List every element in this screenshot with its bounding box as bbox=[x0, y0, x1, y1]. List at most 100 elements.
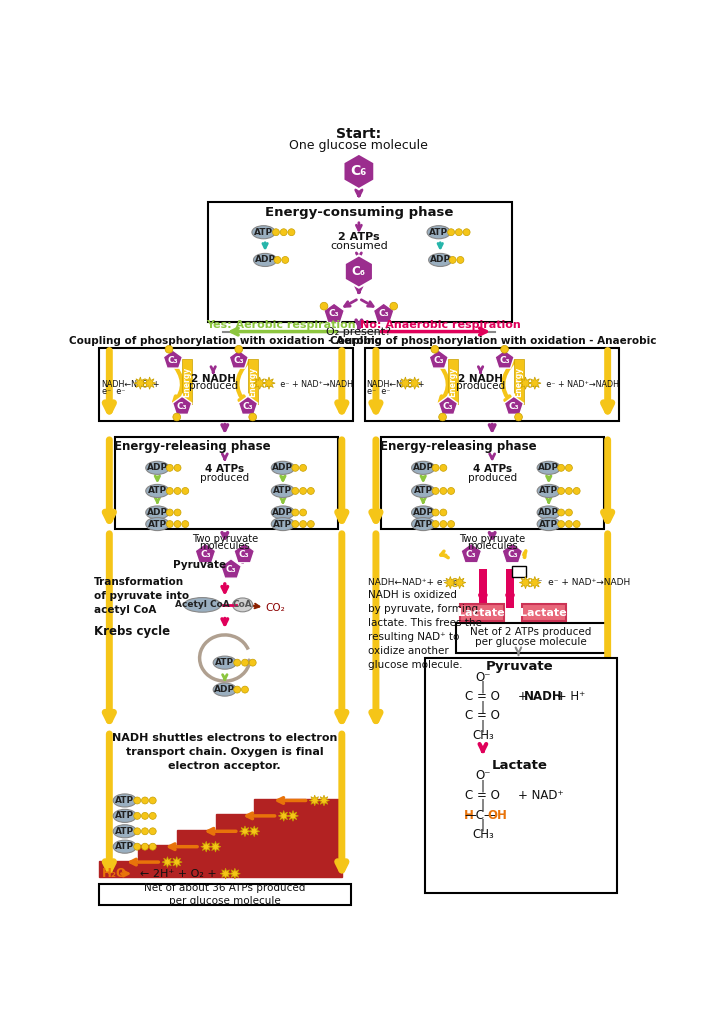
Text: Energy: Energy bbox=[449, 367, 458, 396]
Text: C₃: C₃ bbox=[329, 309, 339, 318]
Ellipse shape bbox=[254, 253, 277, 266]
Ellipse shape bbox=[537, 506, 560, 519]
Text: molecules: molecules bbox=[467, 542, 517, 551]
Circle shape bbox=[165, 345, 173, 353]
Ellipse shape bbox=[184, 598, 221, 612]
Circle shape bbox=[440, 464, 447, 471]
Polygon shape bbox=[200, 842, 212, 852]
Circle shape bbox=[573, 520, 580, 527]
Text: 4 ATPs: 4 ATPs bbox=[205, 464, 245, 474]
Circle shape bbox=[233, 686, 240, 693]
Text: Net of 2 ATPs produced: Net of 2 ATPs produced bbox=[470, 627, 592, 637]
Polygon shape bbox=[229, 868, 240, 879]
Polygon shape bbox=[220, 868, 231, 879]
Circle shape bbox=[134, 843, 141, 850]
Text: C₃: C₃ bbox=[379, 309, 389, 318]
Circle shape bbox=[515, 413, 522, 421]
Bar bbox=[522, 604, 566, 622]
Circle shape bbox=[566, 509, 573, 516]
Text: ADP: ADP bbox=[413, 463, 434, 472]
Text: Start:: Start: bbox=[336, 127, 381, 141]
Text: Energy-releasing phase: Energy-releasing phase bbox=[380, 439, 536, 453]
Ellipse shape bbox=[213, 683, 236, 696]
Text: O₂ present?: O₂ present? bbox=[327, 328, 391, 337]
Ellipse shape bbox=[271, 484, 294, 498]
Text: e⁻  e⁻ + NAD⁺→NADH: e⁻ e⁻ + NAD⁺→NADH bbox=[531, 579, 630, 587]
Circle shape bbox=[432, 520, 439, 527]
Circle shape bbox=[142, 843, 149, 850]
Text: C₃: C₃ bbox=[433, 355, 444, 365]
Circle shape bbox=[457, 256, 464, 263]
Text: Acetyl CoA: Acetyl CoA bbox=[175, 600, 230, 609]
Text: 2 NADH: 2 NADH bbox=[458, 374, 503, 384]
Circle shape bbox=[174, 487, 181, 495]
Text: CoA: CoA bbox=[233, 600, 252, 609]
Circle shape bbox=[440, 520, 447, 527]
Polygon shape bbox=[519, 377, 531, 389]
Text: ATP: ATP bbox=[215, 658, 234, 668]
Text: |: | bbox=[481, 818, 485, 831]
Text: C₃: C₃ bbox=[508, 401, 519, 411]
Text: + NAD⁺: + NAD⁺ bbox=[518, 788, 564, 802]
Ellipse shape bbox=[146, 517, 169, 530]
Polygon shape bbox=[438, 396, 458, 415]
Bar bbox=[448, 359, 458, 403]
Text: CH₃: CH₃ bbox=[472, 728, 494, 741]
Polygon shape bbox=[309, 795, 320, 806]
Bar bbox=[115, 437, 338, 529]
Text: Yes: Aerobic respiration: Yes: Aerobic respiration bbox=[207, 319, 356, 330]
Polygon shape bbox=[504, 396, 524, 415]
Text: Energy-consuming phase: Energy-consuming phase bbox=[265, 206, 453, 219]
Ellipse shape bbox=[113, 840, 137, 853]
Polygon shape bbox=[172, 396, 192, 415]
Ellipse shape bbox=[213, 656, 236, 670]
Text: ATP: ATP bbox=[115, 826, 135, 836]
Polygon shape bbox=[454, 577, 466, 589]
Text: C = O: C = O bbox=[465, 690, 501, 703]
Ellipse shape bbox=[411, 506, 435, 519]
Polygon shape bbox=[240, 826, 250, 837]
Bar bbox=[456, 624, 607, 652]
Text: Two pyruvate: Two pyruvate bbox=[459, 534, 525, 544]
Text: O⁻: O⁻ bbox=[475, 671, 491, 684]
Circle shape bbox=[440, 509, 447, 516]
Text: produced: produced bbox=[468, 473, 517, 483]
Circle shape bbox=[149, 843, 156, 850]
Text: C₃: C₃ bbox=[499, 355, 510, 365]
Circle shape bbox=[299, 509, 306, 516]
Circle shape bbox=[558, 464, 564, 471]
Circle shape bbox=[241, 686, 248, 693]
Text: C₃: C₃ bbox=[443, 401, 454, 411]
Circle shape bbox=[566, 464, 573, 471]
Polygon shape bbox=[254, 377, 266, 389]
Ellipse shape bbox=[428, 253, 452, 266]
Text: C = O: C = O bbox=[465, 710, 501, 722]
Ellipse shape bbox=[537, 484, 560, 498]
Circle shape bbox=[182, 520, 189, 527]
Polygon shape bbox=[495, 350, 514, 369]
Polygon shape bbox=[399, 377, 411, 389]
Text: Coupling of phosphorylation with oxidation - Aerobic: Coupling of phosphorylation with oxidati… bbox=[69, 336, 381, 346]
Bar bbox=[248, 359, 258, 403]
Circle shape bbox=[166, 487, 173, 495]
Text: C₆: C₆ bbox=[352, 265, 366, 278]
Text: OH: OH bbox=[487, 809, 507, 821]
Text: 2 NADH: 2 NADH bbox=[191, 374, 236, 384]
Circle shape bbox=[273, 228, 280, 236]
Circle shape bbox=[431, 345, 439, 353]
Circle shape bbox=[566, 520, 573, 527]
Text: ATP: ATP bbox=[148, 486, 167, 496]
Text: Energy: Energy bbox=[249, 367, 257, 396]
Text: per glucose molecule: per glucose molecule bbox=[475, 637, 587, 647]
Text: |: | bbox=[481, 681, 485, 694]
Bar bbox=[506, 569, 514, 608]
Circle shape bbox=[274, 256, 281, 263]
Text: molecules: molecules bbox=[199, 542, 250, 551]
Text: C₃: C₃ bbox=[177, 401, 187, 411]
Circle shape bbox=[142, 812, 149, 819]
Text: consumed: consumed bbox=[330, 241, 388, 251]
Polygon shape bbox=[163, 350, 182, 369]
Circle shape bbox=[456, 228, 463, 236]
Polygon shape bbox=[162, 857, 173, 867]
Circle shape bbox=[320, 302, 328, 310]
